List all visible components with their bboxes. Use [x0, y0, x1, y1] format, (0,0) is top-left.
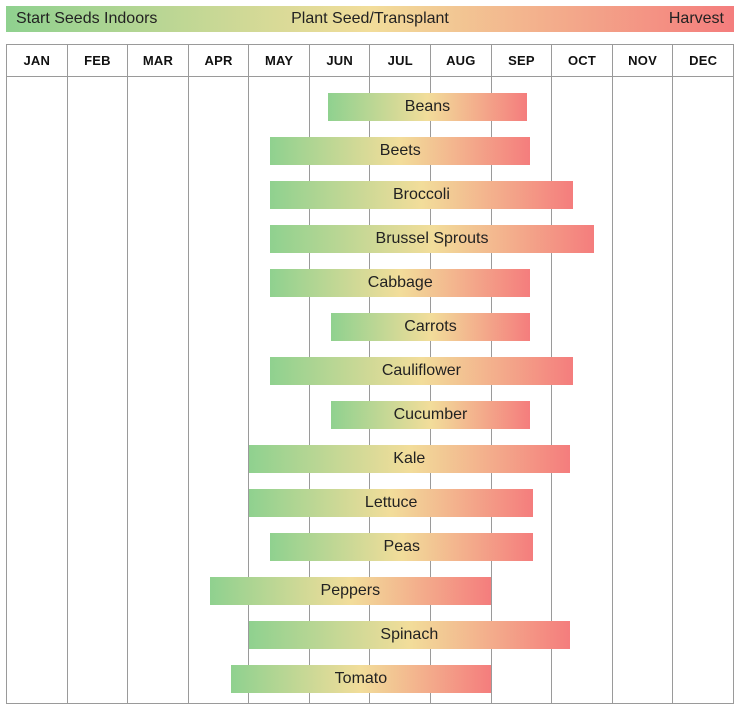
- crop-label: Peppers: [321, 582, 381, 600]
- crop-bar: Cucumber: [331, 401, 531, 429]
- month-header-cell: FEB: [68, 45, 129, 76]
- month-header-cell: OCT: [552, 45, 613, 76]
- crop-label: Peas: [384, 538, 420, 556]
- month-header-cell: NOV: [613, 45, 674, 76]
- crop-bar: Peas: [270, 533, 533, 561]
- month-header-cell: JUL: [370, 45, 431, 76]
- crop-bar: Peppers: [210, 577, 491, 605]
- crop-bar: Brussel Sprouts: [270, 225, 594, 253]
- crop-label: Beans: [405, 98, 450, 116]
- crop-label: Spinach: [380, 626, 438, 644]
- month-header-row: JANFEBMARAPRMAYJUNJULAUGSEPOCTNOVDEC: [7, 45, 733, 77]
- legend-right: Harvest: [669, 10, 724, 28]
- crop-label: Kale: [393, 450, 425, 468]
- planting-chart: JANFEBMARAPRMAYJUNJULAUGSEPOCTNOVDEC Bea…: [6, 44, 734, 704]
- crop-bar: Spinach: [249, 621, 570, 649]
- crop-label: Broccoli: [393, 186, 450, 204]
- month-header-cell: DEC: [673, 45, 733, 76]
- crop-label: Beets: [380, 142, 421, 160]
- crop-label: Cabbage: [368, 274, 433, 292]
- month-header-cell: MAR: [128, 45, 189, 76]
- crop-label: Brussel Sprouts: [376, 230, 489, 248]
- crop-label: Carrots: [404, 318, 456, 336]
- month-header-cell: MAY: [249, 45, 310, 76]
- month-header-cell: SEP: [492, 45, 553, 76]
- crop-bar: Broccoli: [270, 181, 573, 209]
- legend-mid: Plant Seed/Transplant: [291, 10, 449, 28]
- crop-bar: Cabbage: [270, 269, 530, 297]
- month-header-cell: JUN: [310, 45, 371, 76]
- legend-left: Start Seeds Indoors: [16, 10, 157, 28]
- crop-label: Cucumber: [394, 406, 468, 424]
- crop-bar: Cauliflower: [270, 357, 573, 385]
- crop-label: Lettuce: [365, 494, 417, 512]
- crop-bar: Lettuce: [249, 489, 533, 517]
- crop-label: Cauliflower: [382, 362, 461, 380]
- month-header-cell: JAN: [7, 45, 68, 76]
- crop-bar: Carrots: [331, 313, 531, 341]
- crop-bar: Beets: [270, 137, 530, 165]
- legend-bar: Start Seeds Indoors Plant Seed/Transplan…: [6, 6, 734, 32]
- crop-bar: Beans: [328, 93, 528, 121]
- crop-bar: Kale: [249, 445, 570, 473]
- bars-layer: Beans Beets Broccoli Brussel Sprouts Cabbage…: [7, 77, 733, 703]
- crop-label: Tomato: [335, 670, 387, 688]
- month-header-cell: APR: [189, 45, 250, 76]
- month-header-cell: AUG: [431, 45, 492, 76]
- crop-bar: Tomato: [231, 665, 491, 693]
